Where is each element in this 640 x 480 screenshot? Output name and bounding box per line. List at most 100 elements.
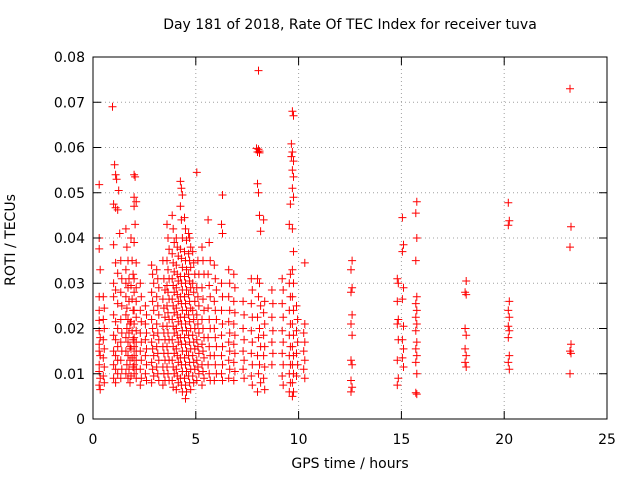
data-point	[142, 360, 151, 369]
data-point	[412, 390, 421, 399]
data-point	[199, 347, 207, 356]
data-point	[111, 378, 120, 387]
data-point	[188, 351, 197, 360]
data-point	[122, 324, 131, 333]
data-point	[95, 340, 104, 349]
data-point	[567, 340, 575, 349]
data-point	[254, 292, 263, 301]
data-point	[137, 317, 146, 326]
data-point	[205, 342, 214, 351]
data-point	[181, 340, 190, 349]
data-point	[267, 313, 276, 322]
data-point	[461, 358, 470, 367]
data-point	[461, 324, 470, 333]
data-point	[130, 369, 139, 378]
data-point	[194, 301, 203, 310]
data-point	[148, 324, 157, 333]
data-point	[147, 288, 156, 297]
data-point	[186, 385, 195, 394]
data-point	[109, 347, 118, 356]
data-point	[217, 331, 226, 340]
data-point	[180, 292, 189, 301]
data-point	[289, 306, 298, 315]
data-point	[172, 365, 181, 374]
data-point	[210, 324, 219, 333]
data-point	[256, 378, 265, 387]
data-point	[130, 351, 139, 360]
data-point	[180, 374, 189, 383]
data-point	[199, 295, 207, 304]
data-point	[198, 283, 206, 292]
data-point	[137, 374, 146, 383]
data-point	[279, 381, 288, 390]
data-point	[229, 320, 238, 328]
data-point	[393, 297, 402, 306]
data-point	[178, 263, 187, 272]
data-point	[189, 258, 198, 267]
data-point	[218, 342, 227, 351]
data-point	[300, 258, 309, 267]
data-point	[100, 378, 109, 387]
data-point	[96, 385, 105, 394]
data-point	[289, 157, 298, 166]
data-point	[113, 269, 122, 278]
data-point	[255, 279, 264, 288]
data-point	[300, 374, 309, 383]
data-point	[255, 324, 264, 333]
data-point	[158, 381, 167, 390]
data-point	[149, 351, 158, 360]
data-point	[229, 340, 238, 349]
data-point	[152, 320, 161, 328]
data-point	[260, 385, 269, 394]
data-point	[247, 372, 256, 380]
data-point	[393, 356, 402, 365]
data-point	[300, 356, 309, 365]
data-point	[192, 356, 201, 365]
data-point	[393, 274, 402, 283]
data-point	[184, 310, 193, 319]
data-point	[348, 360, 357, 369]
data-point	[180, 353, 189, 362]
data-point	[116, 374, 125, 383]
data-point	[567, 222, 575, 231]
data-point	[161, 313, 169, 322]
data-point	[399, 283, 408, 292]
data-point	[199, 256, 207, 265]
data-point	[254, 66, 263, 75]
data-point	[181, 320, 190, 328]
data-point	[99, 353, 108, 362]
data-point	[462, 363, 471, 371]
data-point	[260, 297, 269, 306]
data-point	[289, 111, 298, 120]
data-point	[205, 281, 214, 290]
data-point	[188, 331, 197, 340]
data-point	[412, 351, 421, 360]
data-point	[176, 177, 185, 186]
data-point	[206, 256, 215, 265]
data-point	[217, 306, 226, 315]
y-tick-label: 0	[76, 412, 85, 428]
data-point	[180, 313, 189, 322]
data-point	[100, 363, 109, 371]
data-point	[181, 224, 190, 233]
data-point	[240, 356, 249, 365]
data-point	[136, 365, 145, 374]
chart-title: Day 181 of 2018, Rate Of TEC Index for r…	[163, 17, 537, 33]
data-point	[247, 349, 256, 358]
data-point	[198, 243, 206, 252]
data-point	[100, 344, 109, 353]
data-point	[287, 152, 296, 161]
data-point	[148, 270, 157, 279]
y-tick-label: 0.08	[54, 50, 85, 66]
data-point	[122, 360, 131, 369]
data-point	[182, 286, 191, 294]
x-tick-label: 5	[191, 432, 200, 448]
data-point	[348, 331, 357, 340]
data-point	[193, 363, 202, 371]
data-point	[293, 360, 302, 369]
data-point	[111, 286, 120, 294]
data-point	[259, 351, 268, 360]
data-point	[121, 224, 130, 233]
y-tick-label: 0.04	[54, 231, 85, 247]
data-point	[128, 295, 137, 304]
